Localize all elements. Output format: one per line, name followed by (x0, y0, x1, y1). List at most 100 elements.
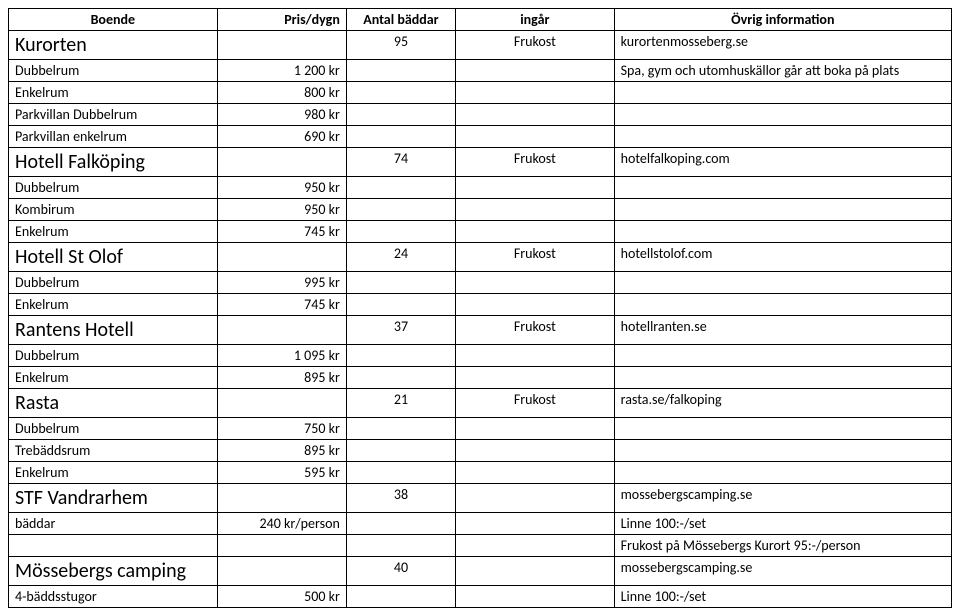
table-row: 4-bäddsstugor500 kr Linne 100:-/set (9, 586, 952, 608)
row-name: Dubbelrum (9, 60, 218, 82)
table-row: Enkelrum800 kr (9, 82, 952, 104)
row-price: 895 kr (217, 440, 346, 462)
row-price: 950 kr (217, 177, 346, 199)
row-includes (456, 272, 615, 294)
row-includes (456, 199, 615, 221)
section-header-row: STF Vandrarhem38mossebergscamping.se (9, 484, 952, 513)
row-includes (456, 177, 615, 199)
row-price: 745 kr (217, 294, 346, 316)
cell-beds: 74 (346, 148, 455, 177)
row-name: Dubbelrum (9, 418, 218, 440)
table-row: Dubbelrum750 kr (9, 418, 952, 440)
row-name: Enkelrum (9, 367, 218, 389)
row-includes (456, 586, 615, 608)
cell-price (217, 243, 346, 272)
row-info (614, 345, 951, 367)
cell-includes: Frukost (456, 389, 615, 418)
section-title: Mössebergs camping (9, 557, 218, 586)
row-info (614, 440, 951, 462)
cell-price (217, 316, 346, 345)
row-price: 500 kr (217, 586, 346, 608)
row-includes (456, 82, 615, 104)
row-price: 1 200 kr (217, 60, 346, 82)
row-name: Parkvillan enkelrum (9, 126, 218, 148)
row-beds (346, 586, 455, 608)
row-price: 980 kr (217, 104, 346, 126)
row-name: 4-bäddsstugor (9, 586, 218, 608)
section-title: Hotell St Olof (9, 243, 218, 272)
row-info (614, 126, 951, 148)
row-info (614, 221, 951, 243)
table-row: Enkelrum745 kr (9, 294, 952, 316)
cell-beds: 95 (346, 31, 455, 60)
cell-price (217, 148, 346, 177)
table-row: Kombirum950 kr (9, 199, 952, 221)
row-name: Dubbelrum (9, 177, 218, 199)
row-includes (456, 126, 615, 148)
row-name: bäddar (9, 513, 218, 535)
row-price: 750 kr (217, 418, 346, 440)
cell-price (217, 31, 346, 60)
section-header-row: Kurorten 95Frukostkurortenmosseberg.se (9, 31, 952, 60)
table-row: Enkelrum595 kr (9, 462, 952, 484)
header-boende: Boende (9, 9, 218, 31)
row-includes (456, 294, 615, 316)
section-title: Rasta (9, 389, 218, 418)
row-price: 895 kr (217, 367, 346, 389)
row-name: Kombirum (9, 199, 218, 221)
row-name: Enkelrum (9, 462, 218, 484)
row-includes (456, 60, 615, 82)
section-title: Rantens Hotell (9, 316, 218, 345)
cell-info: hotelfalkoping.com (614, 148, 951, 177)
row-info (614, 462, 951, 484)
row-info (614, 294, 951, 316)
header-ingar: ingår (456, 9, 615, 31)
cell-includes: Frukost (456, 31, 615, 60)
row-price: 995 kr (217, 272, 346, 294)
section-title: Kurorten (9, 31, 218, 60)
section-header-row: Rasta21Frukostrasta.se/falkoping (9, 389, 952, 418)
row-beds (346, 440, 455, 462)
table-row: Trebäddsrum895 kr (9, 440, 952, 462)
row-beds (346, 82, 455, 104)
row-includes (456, 367, 615, 389)
row-beds (346, 462, 455, 484)
row-info: Linne 100:-/set (614, 586, 951, 608)
row-includes (456, 513, 615, 535)
row-info (614, 104, 951, 126)
row-info (614, 367, 951, 389)
cell-includes: Frukost (456, 316, 615, 345)
row-beds (346, 199, 455, 221)
cell-includes: Frukost (456, 243, 615, 272)
table-row: bäddar240 kr/personLinne 100:-/set (9, 513, 952, 535)
cell-beds: 40 (346, 557, 455, 586)
table-row: Dubbelrum1 095 kr (9, 345, 952, 367)
cell-info: kurortenmosseberg.se (614, 31, 951, 60)
row-beds (346, 177, 455, 199)
cell-info: rasta.se/falkoping (614, 389, 951, 418)
row-info (614, 177, 951, 199)
row-price: 745 kr (217, 221, 346, 243)
cell-info: hotellstolof.com (614, 243, 951, 272)
row-includes (456, 221, 615, 243)
row-beds (346, 513, 455, 535)
cell-includes (456, 557, 615, 586)
row-price: 950 kr (217, 199, 346, 221)
row-name: Dubbelrum (9, 272, 218, 294)
row-beds (346, 418, 455, 440)
row-price: 800 kr (217, 82, 346, 104)
table-row: Parkvillan enkelrum690 kr (9, 126, 952, 148)
section-title: Hotell Falköping (9, 148, 218, 177)
row-name: Enkelrum (9, 82, 218, 104)
cell-info: mossebergscamping.se (614, 557, 951, 586)
row-price: 240 kr/person (217, 513, 346, 535)
row-beds (346, 345, 455, 367)
section-header-row: Rantens Hotell37Frukosthotellranten.se (9, 316, 952, 345)
row-name: Enkelrum (9, 221, 218, 243)
cell-price (217, 484, 346, 513)
row-info (614, 418, 951, 440)
accommodation-table: Boende Pris/dygn Antal bäddar ingår Övri… (8, 8, 952, 608)
row-includes (456, 104, 615, 126)
table-row: Dubbelrum995 kr (9, 272, 952, 294)
row-price: 595 kr (217, 462, 346, 484)
